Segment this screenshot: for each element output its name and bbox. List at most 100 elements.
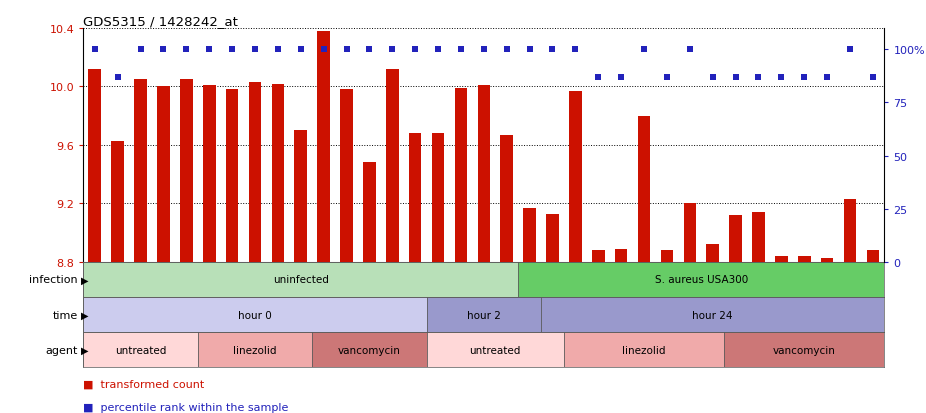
Text: hour 0: hour 0 <box>238 310 272 320</box>
Text: untreated: untreated <box>469 345 521 355</box>
Point <box>843 47 857 53</box>
Text: agent: agent <box>45 345 78 355</box>
Bar <box>844 199 857 262</box>
Point <box>774 74 789 81</box>
Text: ■  transformed count: ■ transformed count <box>83 379 205 389</box>
Text: ▶: ▶ <box>81 345 88 355</box>
Bar <box>432 134 444 262</box>
Point <box>796 74 811 81</box>
Bar <box>111 141 124 262</box>
Bar <box>83 262 519 297</box>
Text: linezolid: linezolid <box>622 345 666 355</box>
Point <box>270 47 285 53</box>
Bar <box>752 213 765 262</box>
Bar <box>409 134 421 262</box>
Point <box>636 47 651 53</box>
Bar <box>546 214 558 262</box>
Bar <box>523 208 536 262</box>
Point <box>614 74 629 81</box>
Bar <box>478 86 490 262</box>
Text: uninfected: uninfected <box>273 275 329 285</box>
Bar <box>271 84 284 262</box>
Bar <box>134 80 147 262</box>
Point <box>202 47 217 53</box>
Point <box>499 47 514 53</box>
Bar <box>569 92 582 262</box>
Point <box>385 47 400 53</box>
Point <box>545 47 560 53</box>
Point <box>522 47 537 53</box>
Bar <box>798 256 810 262</box>
Point <box>454 47 469 53</box>
Text: vancomycin: vancomycin <box>338 345 401 355</box>
Bar <box>592 251 605 262</box>
Text: vancomycin: vancomycin <box>773 345 835 355</box>
Text: ▶: ▶ <box>81 310 88 320</box>
Bar <box>89 70 101 262</box>
Text: ■  percentile rank within the sample: ■ percentile rank within the sample <box>83 402 289 412</box>
Bar <box>660 251 673 262</box>
Point <box>820 74 834 81</box>
Bar <box>83 332 198 368</box>
Bar <box>867 251 879 262</box>
Bar <box>312 332 427 368</box>
Bar <box>638 116 650 262</box>
Bar <box>730 216 742 262</box>
Bar <box>294 131 307 262</box>
Point <box>706 74 720 81</box>
Bar <box>564 332 724 368</box>
Bar <box>541 297 884 332</box>
Text: time: time <box>53 310 78 320</box>
Text: hour 2: hour 2 <box>467 310 501 320</box>
Bar <box>775 256 788 262</box>
Point <box>339 47 354 53</box>
Text: infection: infection <box>29 275 78 285</box>
Point <box>225 47 240 53</box>
Bar <box>226 90 238 262</box>
Point <box>866 74 881 81</box>
Bar <box>519 262 884 297</box>
Point <box>362 47 377 53</box>
Text: S. aureus USA300: S. aureus USA300 <box>655 275 748 285</box>
Text: hour 24: hour 24 <box>693 310 733 320</box>
Point <box>294 47 308 53</box>
Point <box>179 47 194 53</box>
Point <box>317 47 332 53</box>
Point <box>156 47 170 53</box>
Bar <box>427 297 541 332</box>
Text: ▶: ▶ <box>81 275 88 285</box>
Bar <box>83 297 427 332</box>
Bar <box>683 204 696 262</box>
Bar <box>427 332 564 368</box>
Point <box>682 47 697 53</box>
Point <box>133 47 148 53</box>
Point <box>476 47 491 53</box>
Bar <box>318 32 330 262</box>
Point <box>87 47 102 53</box>
Bar <box>820 258 833 262</box>
Bar <box>500 135 513 262</box>
Bar <box>180 80 193 262</box>
Point <box>591 74 606 81</box>
Point <box>110 74 125 81</box>
Bar <box>363 163 376 262</box>
Bar <box>615 249 628 262</box>
Point <box>659 74 674 81</box>
Text: untreated: untreated <box>115 345 167 355</box>
Text: GDS5315 / 1428242_at: GDS5315 / 1428242_at <box>83 15 238 28</box>
Bar <box>203 86 216 262</box>
Point <box>728 74 743 81</box>
Bar <box>198 332 312 368</box>
Bar <box>157 87 169 262</box>
Point <box>431 47 445 53</box>
Point <box>407 47 422 53</box>
Point <box>568 47 582 53</box>
Bar <box>724 332 884 368</box>
Bar <box>386 70 398 262</box>
Bar <box>340 90 353 262</box>
Bar <box>249 83 261 262</box>
Text: linezolid: linezolid <box>233 345 277 355</box>
Bar <box>707 245 719 262</box>
Point <box>247 47 262 53</box>
Point <box>751 74 766 81</box>
